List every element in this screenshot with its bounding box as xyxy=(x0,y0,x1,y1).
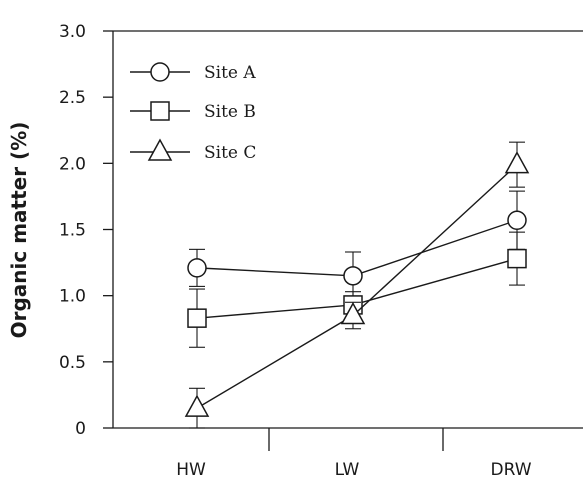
y-tick-label: 2.5 xyxy=(59,88,86,108)
point-triangle xyxy=(340,301,366,325)
legend-label: Site A xyxy=(204,63,256,83)
y-tick-label: 2.0 xyxy=(59,154,86,174)
legend-label: Site C xyxy=(204,143,256,163)
point-square xyxy=(507,248,527,269)
point-circle xyxy=(507,210,527,230)
y-axis-label: Organic matter (%) xyxy=(7,122,31,339)
y-tick-label: 0 xyxy=(75,419,86,439)
point-square xyxy=(187,308,207,328)
x-tick-label: DRW xyxy=(490,460,531,480)
series-site-b xyxy=(187,231,527,348)
series-site-a xyxy=(187,190,527,301)
point-triangle xyxy=(147,138,173,161)
x-tick-label: HW xyxy=(176,460,206,480)
legend-item: Site A xyxy=(130,62,256,83)
point-circle xyxy=(343,266,363,286)
point-circle xyxy=(150,62,170,82)
point-triangle xyxy=(184,394,210,417)
point-triangle xyxy=(504,151,530,174)
point-circle xyxy=(187,258,207,278)
legend-label: Site B xyxy=(204,102,256,122)
series-line xyxy=(196,164,518,409)
point-square xyxy=(150,101,170,121)
axes: 0 0.5 1.0 1.5 2.0 2.5 3.0 HW LW DRW xyxy=(59,22,583,480)
legend: Site A Site B Site C xyxy=(130,62,256,163)
y-tick-label: 1.0 xyxy=(59,287,86,307)
y-tick-label: 0.5 xyxy=(59,353,86,373)
x-tick-label: LW xyxy=(335,460,360,480)
legend-item: Site B xyxy=(130,101,256,122)
y-tick-label: 1.5 xyxy=(59,221,86,241)
series-site-c xyxy=(184,141,530,429)
series-layer xyxy=(184,141,530,429)
y-tick-label: 3.0 xyxy=(59,22,86,42)
legend-item: Site C xyxy=(130,138,256,163)
